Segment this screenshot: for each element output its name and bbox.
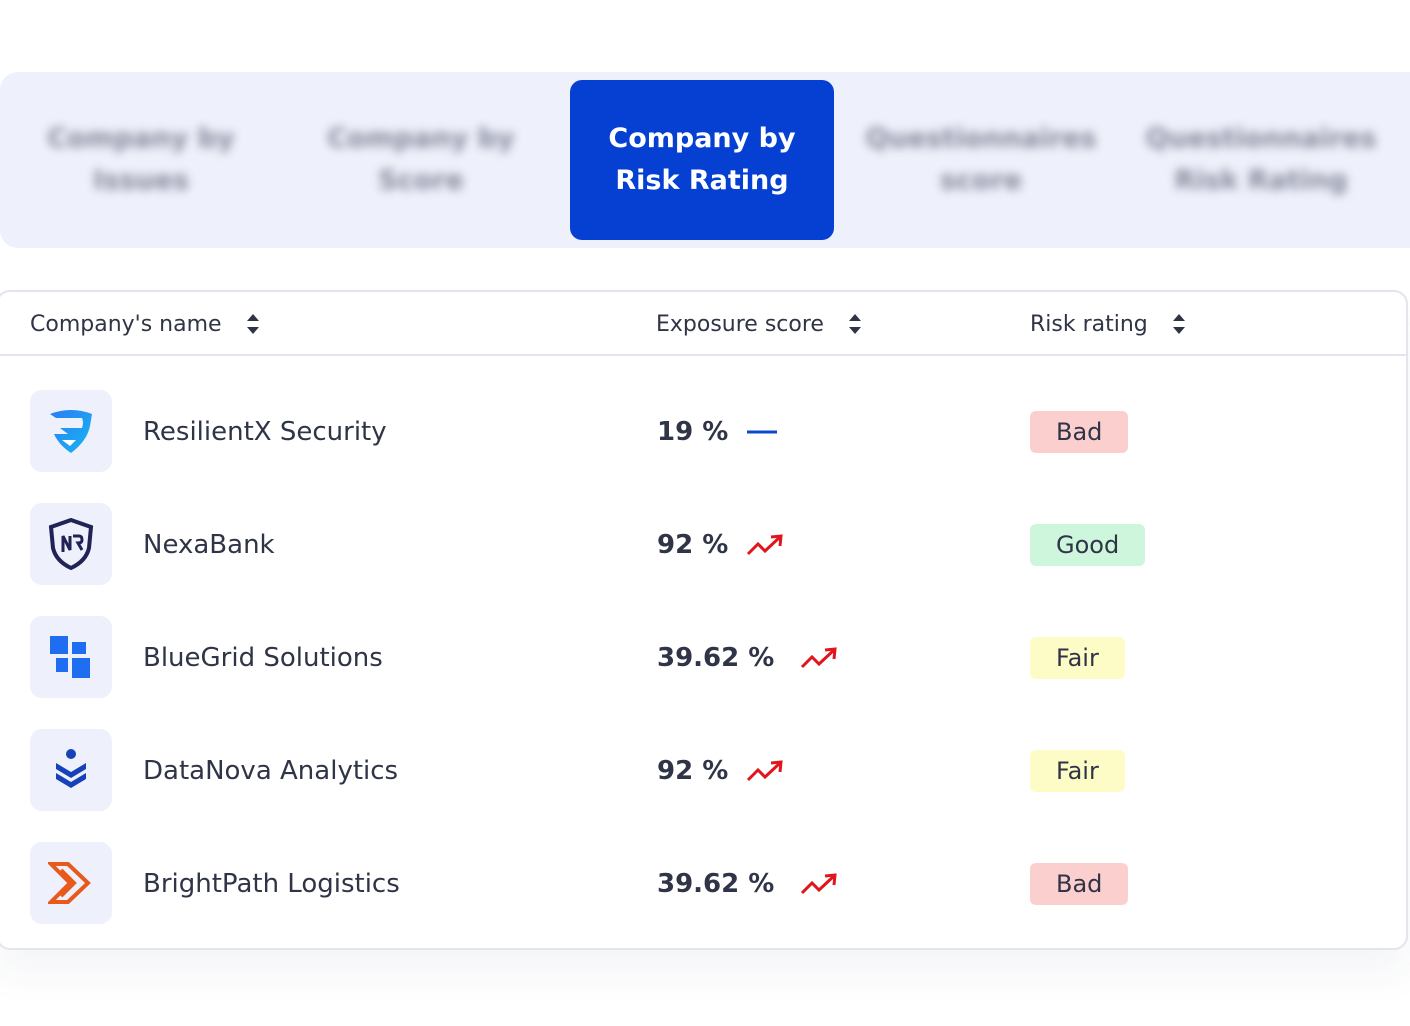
tab-company-by-score[interactable]: Company by Score xyxy=(292,80,550,240)
column-header-label: Company's name xyxy=(30,311,222,337)
datanova-logo-icon xyxy=(30,729,112,811)
risk-rating-badge: Fair xyxy=(1030,637,1125,679)
sort-icon[interactable] xyxy=(246,313,260,335)
exposure-score: 92 % xyxy=(657,489,786,601)
exposure-score: 92 % xyxy=(657,715,786,827)
trend-up-icon xyxy=(800,646,840,670)
risk-rating-badge: Fair xyxy=(1030,750,1125,792)
trend-up-icon xyxy=(800,872,840,896)
sort-icon[interactable] xyxy=(1172,313,1186,335)
tab-questionnaires-risk-rating[interactable]: Questionnaires Risk Rating xyxy=(1132,80,1390,240)
table-row[interactable]: BrightPath Logistics 39.62 % Bad xyxy=(0,828,1406,940)
tab-label: Company by Score xyxy=(327,123,515,196)
tab-questionnaires-score[interactable]: Questionnaires score xyxy=(852,80,1110,240)
table-header: Company's name Exposure score Risk ratin… xyxy=(0,292,1406,356)
company-name: ResilientX Security xyxy=(143,417,387,447)
tab-company-by-risk-rating[interactable]: Company by Risk Rating xyxy=(570,80,834,240)
trend-flat-icon xyxy=(746,427,778,437)
bluegrid-logo-icon xyxy=(30,616,112,698)
tab-bar: Company by Issues Company by Score Company… xyxy=(0,72,1410,248)
tab-label: Questionnaires score xyxy=(865,123,1097,196)
exposure-score-value: 92 % xyxy=(657,530,729,560)
risk-rating-badge: Bad xyxy=(1030,863,1129,905)
trend-up-icon xyxy=(746,759,786,783)
company-name: BrightPath Logistics xyxy=(143,869,400,899)
table-row[interactable]: ResilientX Security 19 % Bad xyxy=(0,376,1406,488)
exposure-score-value: 39.62 % xyxy=(657,643,775,673)
company-name: DataNova Analytics xyxy=(143,756,399,786)
trend-up-icon xyxy=(746,533,786,557)
exposure-score-value: 19 % xyxy=(657,417,729,447)
table-row[interactable]: BlueGrid Solutions 39.62 % Fair xyxy=(0,602,1406,714)
resilientx-logo-icon xyxy=(30,390,112,472)
nexabank-logo-icon xyxy=(30,503,112,585)
tab-company-by-issues[interactable]: Company by Issues xyxy=(12,80,270,240)
table-row[interactable]: NexaBank 92 % Good xyxy=(0,489,1406,601)
column-header-risk-rating[interactable]: Risk rating xyxy=(1030,292,1186,356)
table-row[interactable]: DataNova Analytics 92 % Fair xyxy=(0,715,1406,827)
column-header-exposure-score[interactable]: Exposure score xyxy=(656,292,862,356)
risk-rating-badge: Good xyxy=(1030,524,1146,566)
tab-label: Questionnaires Risk Rating xyxy=(1145,123,1377,196)
risk-rating-badge: Bad xyxy=(1030,411,1129,453)
tab-label: Company by Issues xyxy=(47,123,235,196)
companies-table: Company's name Exposure score Risk ratin… xyxy=(0,290,1408,950)
company-name: BlueGrid Solutions xyxy=(143,643,383,673)
exposure-score: 19 % xyxy=(657,376,778,488)
exposure-score: 39.62 % xyxy=(657,602,840,714)
column-header-company-name[interactable]: Company's name xyxy=(30,292,260,356)
tab-label: Company by Risk Rating xyxy=(608,123,796,196)
exposure-score-value: 39.62 % xyxy=(657,869,775,899)
brightpath-logo-icon xyxy=(30,842,112,924)
exposure-score: 39.62 % xyxy=(657,828,840,940)
column-header-label: Risk rating xyxy=(1030,311,1148,337)
sort-icon[interactable] xyxy=(848,313,862,335)
exposure-score-value: 92 % xyxy=(657,756,729,786)
column-header-label: Exposure score xyxy=(656,311,824,337)
company-name: NexaBank xyxy=(143,530,275,560)
